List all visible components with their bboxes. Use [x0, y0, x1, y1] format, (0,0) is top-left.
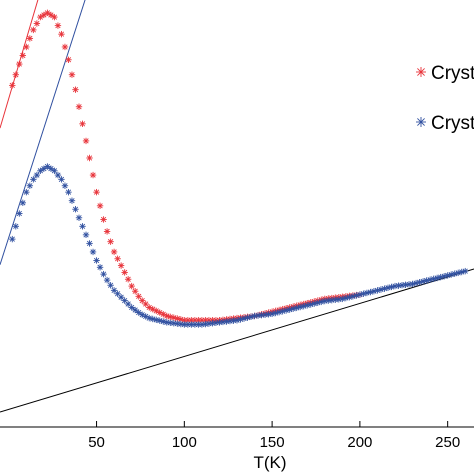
series-1-point: [117, 262, 125, 269]
legend-label-2: Crysta: [431, 113, 474, 134]
series-1-point: [142, 300, 149, 308]
fit-line-2: [0, 0, 86, 265]
series-2-point: [30, 176, 37, 183]
series-2-point: [47, 165, 55, 172]
series-2-point: [44, 163, 51, 170]
legend: Crysta Crysta: [416, 63, 474, 134]
series-2-point: [19, 199, 27, 207]
series-1-point: [75, 103, 83, 110]
series-2-point: [462, 267, 469, 275]
series-2-point: [68, 197, 76, 204]
series-1-point: [124, 276, 132, 283]
series-1-point: [79, 120, 86, 128]
series-2-point: [135, 309, 142, 316]
series-1-point: [100, 216, 107, 223]
x-tick-label: 50: [88, 434, 105, 451]
series-1-point: [103, 228, 111, 235]
x-tick-label: 100: [172, 434, 197, 451]
series-2-point: [12, 223, 19, 230]
series-2-point: [75, 214, 83, 221]
series-1-point: [121, 269, 128, 276]
series-2-point: [9, 235, 16, 243]
series-2-point: [131, 306, 139, 314]
series-2-point: [72, 206, 79, 213]
series-2-point: [128, 304, 135, 311]
series-2-point: [103, 276, 111, 284]
series-1-point: [26, 35, 34, 42]
series-2-point: [279, 308, 286, 315]
series-1-point: [23, 43, 30, 51]
series-1-point: [9, 82, 16, 89]
series-2-point: [86, 240, 93, 247]
series-1-point: [110, 248, 118, 256]
x-axis-label: T(K): [253, 453, 286, 472]
series-2-point: [82, 231, 90, 239]
series-2-point: [65, 188, 72, 196]
series-2-point: [61, 182, 69, 189]
series-1-point: [131, 288, 139, 295]
legend-marker-1: [416, 67, 426, 77]
series-1-point: [82, 137, 90, 145]
series-1-point: [61, 43, 69, 51]
series-2-point: [79, 223, 86, 230]
series-1-point: [33, 20, 41, 27]
series-2-point: [93, 257, 100, 264]
legend-marker-2: [416, 117, 426, 127]
series-2-point: [96, 264, 104, 271]
fit-line-1: [0, 0, 39, 129]
series-1-point: [58, 30, 65, 38]
x-tick-label: 200: [347, 434, 372, 451]
series-1-point: [40, 11, 48, 19]
x-tick-label: 250: [435, 434, 460, 451]
series-2-point: [433, 274, 441, 282]
series-2-point: [54, 171, 62, 179]
series-1-point: [86, 154, 93, 162]
series-1-point: [30, 26, 37, 34]
series-1-point: [68, 71, 76, 78]
series-2-point: [16, 210, 23, 217]
series-1-point: [19, 52, 27, 59]
series-1-point: [135, 293, 142, 300]
series-2-point: [40, 165, 48, 172]
series-1-point: [89, 171, 97, 179]
series-2-point: [26, 182, 34, 189]
series-1-point: [65, 56, 72, 63]
series-2-point: [58, 176, 65, 183]
x-tick-label: 150: [260, 434, 285, 451]
series-1-point: [16, 60, 23, 68]
series-1-point: [37, 13, 44, 21]
series-1-point: [72, 86, 79, 93]
series-1-point: [96, 202, 104, 210]
series-2-point: [33, 171, 41, 179]
series-1-point: [47, 11, 55, 19]
series-1-point: [54, 22, 62, 29]
series-2-point: [89, 248, 97, 256]
series-1-point: [114, 255, 121, 262]
series-1-point: [44, 9, 51, 17]
series-1-point: [12, 71, 19, 78]
fit-line-3: [0, 268, 474, 413]
series-1-point: [93, 188, 100, 196]
legend-label-1: Crysta: [431, 63, 474, 84]
series-2-point: [107, 282, 114, 289]
series-2-point: [23, 188, 30, 196]
series-2-point: [51, 167, 58, 174]
series-1-point: [51, 13, 58, 21]
series-2-point: [100, 270, 107, 278]
series-2-point: [37, 167, 44, 174]
series-1-point: [128, 282, 135, 290]
series-1-point: [107, 238, 114, 245]
